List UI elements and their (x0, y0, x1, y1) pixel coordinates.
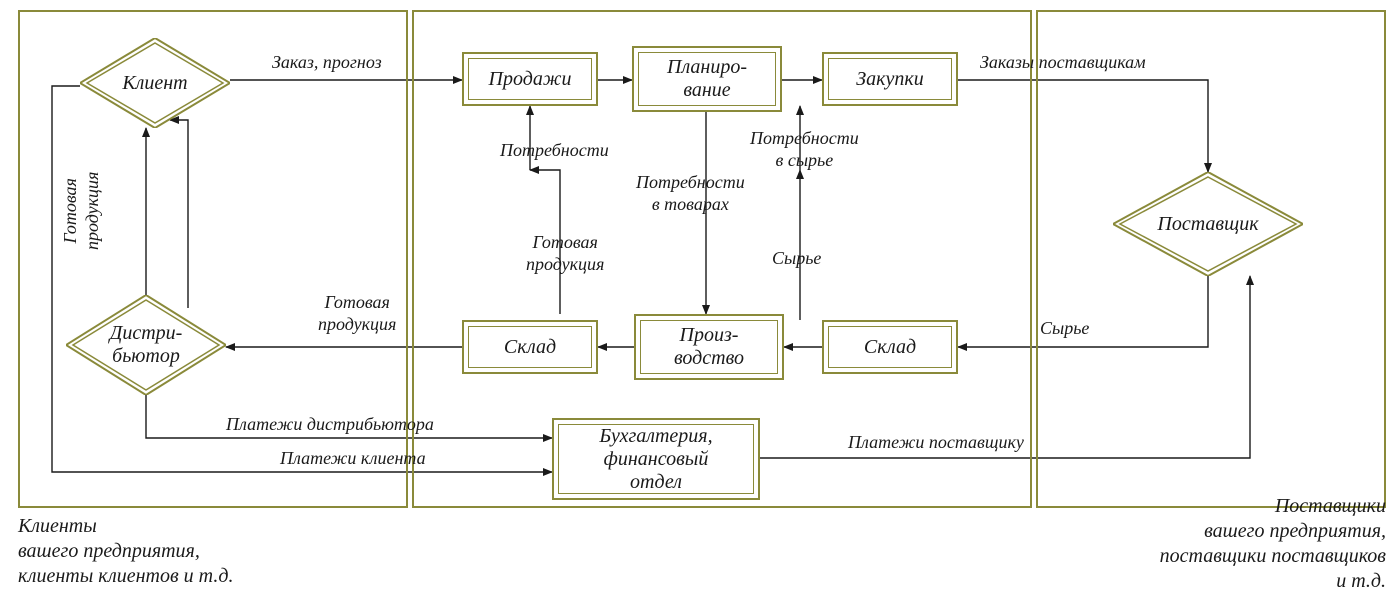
node-warehouse-right-label: Склад (864, 336, 916, 359)
caption-left: Клиенты вашего предприятия, клиенты клие… (18, 514, 233, 589)
node-client-label: Клиент (80, 38, 230, 128)
node-supplier-label: Поставщик (1113, 172, 1303, 276)
e-raw-needs-label: Потребности в сырье (750, 128, 859, 171)
e-distributor-accounting-label: Платежи дистрибьютора (226, 414, 434, 436)
e-client-sales-label: Заказ, прогноз (272, 52, 382, 74)
node-procurement-label: Закупки (856, 68, 924, 91)
e-supplier-wh-right-label: Сырье (1040, 318, 1089, 340)
e-finished-rotated-label: Готовая продукция (60, 172, 103, 250)
e-accounting-supplier-label: Платежи поставщику (848, 432, 1024, 454)
node-accounting: Бухгалтерия, финансовый отдел (552, 418, 760, 500)
node-client: Клиент (80, 38, 230, 128)
node-warehouse-left: Склад (462, 320, 598, 374)
node-planning-label: Планиро- вание (667, 56, 747, 102)
node-planning: Планиро- вание (632, 46, 782, 112)
node-procurement: Закупки (822, 52, 958, 106)
e-warehouse-raw-label: Сырье (772, 248, 821, 270)
e-procurement-supplier-label: Заказы поставщикам (980, 52, 1146, 74)
node-warehouse-right: Склад (822, 320, 958, 374)
e-wh-left-distributor-label: Готовая продукция (318, 292, 396, 335)
node-distributor-label: Дистри- бьютор (66, 295, 226, 395)
node-accounting-label: Бухгалтерия, финансовый отдел (599, 425, 712, 494)
node-warehouse-left-label: Склад (504, 336, 556, 359)
node-sales: Продажи (462, 52, 598, 106)
node-production: Произ- водство (634, 314, 784, 380)
node-supplier: Поставщик (1113, 172, 1303, 276)
e-client-accounting-label: Платежи клиента (280, 448, 426, 470)
node-distributor: Дистри- бьютор (66, 295, 226, 395)
e-production-finished-label: Готовая продукция (526, 232, 604, 275)
caption-right: Поставщики вашего предприятия, поставщик… (1160, 494, 1386, 594)
node-production-label: Произ- водство (674, 324, 744, 370)
e-needs-sales-label: Потребности (500, 140, 609, 162)
node-sales-label: Продажи (489, 68, 572, 91)
e-planning-goods-label: Потребности в товарах (636, 172, 745, 215)
